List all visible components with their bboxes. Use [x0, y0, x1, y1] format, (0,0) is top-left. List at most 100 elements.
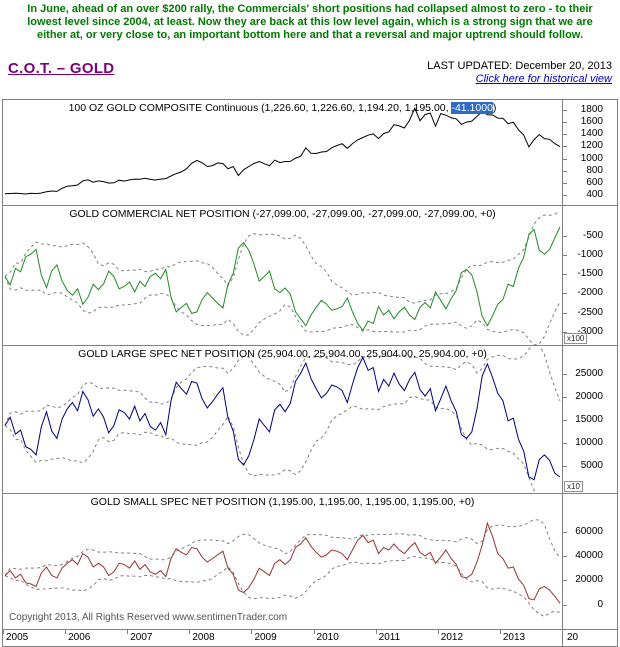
tick-label: 1000 — [580, 152, 603, 164]
last-updated-value: December 20, 2013 — [515, 60, 612, 72]
tick-mark — [563, 580, 567, 582]
year-tick — [313, 630, 315, 634]
tick-mark — [563, 235, 567, 237]
y-axis-price: 1800 1600 1400 1200 1000 800 600 400 — [562, 100, 617, 205]
x-axis-years: 2005 2006 2007 2008 2009 2010 2011 2012 2013 — [3, 630, 562, 646]
large-spec-chart — [4, 346, 561, 493]
panel-small-spec: GOLD SMALL SPEC NET POSITION (1,195.00, … — [3, 494, 617, 630]
tick-mark — [563, 531, 567, 533]
large-spec-plot: GOLD LARGE SPEC NET POSITION (25,904.00,… — [3, 346, 562, 493]
axis-multiplier: x100 — [564, 333, 588, 344]
tick-label: 1600 — [580, 115, 603, 127]
year-tick — [251, 630, 253, 634]
tick-mark — [563, 331, 567, 333]
panel-title-large-spec: GOLD LARGE SPEC NET POSITION (25,904.00,… — [78, 348, 487, 360]
tick-label: 20000 — [575, 574, 603, 586]
tick-mark — [563, 109, 567, 111]
tick-mark — [563, 374, 567, 376]
tick-mark — [563, 556, 567, 558]
tick-mark — [563, 134, 567, 136]
year-label: 2011 — [378, 632, 401, 643]
y-axis-small-spec: 60000 40000 20000 0 — [562, 494, 617, 629]
tick-label: 400 — [586, 189, 603, 201]
page-title: C.O.T. – GOLD — [8, 60, 115, 77]
tick-label: 1800 — [580, 103, 603, 115]
axis-multiplier: x10 — [564, 481, 583, 492]
copyright-text: Copyright 2013, All Rights Reserved www.… — [9, 612, 288, 623]
commercial-chart — [4, 210, 561, 345]
tick-mark — [563, 170, 567, 172]
year-tick — [127, 630, 129, 634]
year-tick — [437, 630, 439, 634]
tick-mark — [563, 158, 567, 160]
x-axis: 2005 2006 2007 2008 2009 2010 2011 2012 2013 20 — [3, 630, 617, 646]
y-axis-large-spec: 25000 20000 15000 10000 5000 x10 — [562, 346, 617, 493]
historical-view-link[interactable]: Click here for historical view — [475, 73, 612, 85]
tick-mark — [563, 396, 567, 398]
tick-mark — [563, 604, 567, 606]
tick-label: 10000 — [575, 436, 603, 448]
tick-mark — [563, 121, 567, 123]
tick-label: -500 — [582, 229, 603, 241]
year-tick — [3, 630, 4, 634]
tick-label: 60000 — [575, 525, 603, 537]
year-label: 2007 — [130, 632, 153, 643]
panel-title-text: ) — [492, 102, 497, 114]
tick-label: -3000 — [577, 325, 603, 337]
y-axis-commercial: -500 -1000 -1500 -2000 -2500 -3000 x100 — [562, 206, 617, 345]
tick-label: -2000 — [577, 287, 603, 299]
tick-label: 40000 — [575, 550, 603, 562]
tick-label: 0 — [597, 598, 603, 610]
panel-title-price: 100 OZ GOLD COMPOSITE Continuous (1,226.… — [3, 102, 562, 114]
tick-mark — [563, 274, 567, 276]
tick-label: 5000 — [580, 459, 603, 471]
tick-label: 15000 — [575, 413, 603, 425]
small-spec-plot: GOLD SMALL SPEC NET POSITION (1,195.00, … — [3, 494, 562, 629]
year-label: 2008 — [192, 632, 215, 643]
tick-label: 1400 — [580, 128, 603, 140]
tick-mark — [563, 146, 567, 148]
price-plot: 100 OZ GOLD COMPOSITE Continuous (1,226.… — [3, 100, 562, 205]
x-axis-endcol: 20 — [562, 630, 617, 646]
title-highlight: -41.1000 — [451, 102, 493, 114]
chart-area: 100 OZ GOLD COMPOSITE Continuous (1,226.… — [2, 99, 618, 647]
x-axis-partial-year: 20 — [567, 632, 579, 643]
tick-label: -1500 — [577, 268, 603, 280]
year-label: 2010 — [316, 632, 339, 643]
year-label: 2009 — [254, 632, 277, 643]
tick-label: -1000 — [577, 248, 603, 260]
tick-mark — [563, 465, 567, 467]
tick-mark — [563, 254, 567, 256]
tick-mark — [563, 442, 567, 444]
panel-commercial: GOLD COMMERCIAL NET POSITION (-27,099.00… — [3, 206, 617, 346]
tick-mark — [563, 312, 567, 314]
year-label: 2012 — [440, 632, 464, 643]
year-label: 2006 — [68, 632, 91, 643]
panel-large-spec: GOLD LARGE SPEC NET POSITION (25,904.00,… — [3, 346, 617, 494]
tick-label: -2500 — [577, 306, 603, 318]
year-tick — [189, 630, 191, 634]
small-spec-chart — [4, 519, 561, 618]
tick-label: 800 — [586, 164, 603, 176]
tick-mark — [563, 293, 567, 295]
tick-label: 1200 — [580, 140, 603, 152]
tick-mark — [563, 183, 567, 185]
panel-title-small-spec: GOLD SMALL SPEC NET POSITION (1,195.00, … — [90, 496, 475, 508]
report-header: C.O.T. – GOLD LAST UPDATED: December 20,… — [0, 57, 620, 99]
year-tick — [375, 630, 377, 634]
year-tick — [65, 630, 67, 634]
tick-label: 25000 — [575, 368, 603, 380]
tick-label: 20000 — [575, 390, 603, 402]
tick-label: 600 — [586, 177, 603, 189]
price-chart — [4, 106, 561, 195]
annotation-text: In June, ahead of an over $200 rally, th… — [27, 3, 593, 41]
header-right: LAST UPDATED: December 20, 2013 Click he… — [427, 60, 612, 86]
commercial-plot: GOLD COMMERCIAL NET POSITION (-27,099.00… — [3, 206, 562, 345]
tick-mark — [563, 195, 567, 197]
panel-title-text: 100 OZ GOLD COMPOSITE Continuous (1,226.… — [68, 102, 452, 114]
last-updated-label: LAST UPDATED: — [427, 60, 513, 72]
tick-mark — [563, 419, 567, 421]
year-tick — [499, 630, 501, 634]
last-updated: LAST UPDATED: December 20, 2013 — [427, 60, 612, 73]
